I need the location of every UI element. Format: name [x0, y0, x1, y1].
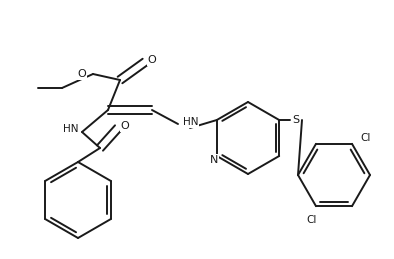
Text: O: O: [148, 55, 156, 65]
Text: HN: HN: [183, 117, 199, 127]
Text: N: N: [210, 155, 218, 165]
Text: Cl: Cl: [360, 133, 370, 143]
Text: O: O: [77, 69, 86, 79]
Text: Cl: Cl: [307, 215, 317, 225]
Text: S: S: [292, 115, 299, 125]
Text: HN: HN: [63, 124, 78, 134]
Text: O: O: [121, 121, 129, 131]
